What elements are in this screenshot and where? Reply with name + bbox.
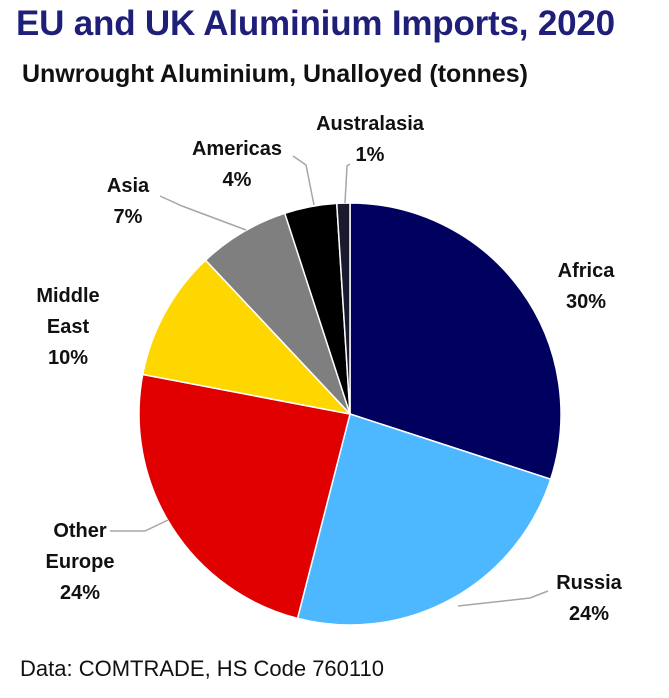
leader-line-americas: [292, 155, 315, 206]
chart-title: EU and UK Aluminium Imports, 2020: [16, 4, 615, 43]
pie-slice-other-europe: [138, 373, 351, 620]
leader-line-australasia: [344, 163, 351, 204]
data-label-africa: Africa 30%: [558, 260, 616, 313]
data-label-russia: Russia 24%: [556, 572, 622, 625]
leader-lines: [110, 155, 549, 607]
data-label-americas: Americas 4%: [192, 138, 282, 191]
pie-slices: [138, 202, 562, 626]
leader-line-other-europe: [110, 519, 169, 532]
data-label-australasia: Australasia 1%: [316, 113, 425, 166]
source-note: Data: COMTRADE, HS Code 760110: [20, 656, 384, 681]
pie-chart: Africa 30% Russia 24% Other Europe 24% Middle Ea…: [36, 113, 623, 626]
leader-line-russia: [457, 590, 549, 607]
data-label-asia: Asia 7%: [107, 175, 150, 228]
pie-slice-middle-east: [141, 259, 353, 416]
pie-slice-australasia: [335, 202, 351, 415]
data-label-middle-east: Middle East 10%: [36, 285, 99, 369]
leader-line-asia: [159, 195, 247, 231]
data-label-other-europe: Other Europe 24%: [46, 520, 115, 604]
pie-slice-africa: [349, 202, 562, 481]
pie-slice-russia: [296, 413, 552, 626]
slice-labels: Africa 30% Russia 24% Other Europe 24% Middle Ea…: [36, 113, 622, 625]
chart-subtitle: Unwrought Aluminium, Unalloyed (tonnes): [22, 60, 528, 88]
